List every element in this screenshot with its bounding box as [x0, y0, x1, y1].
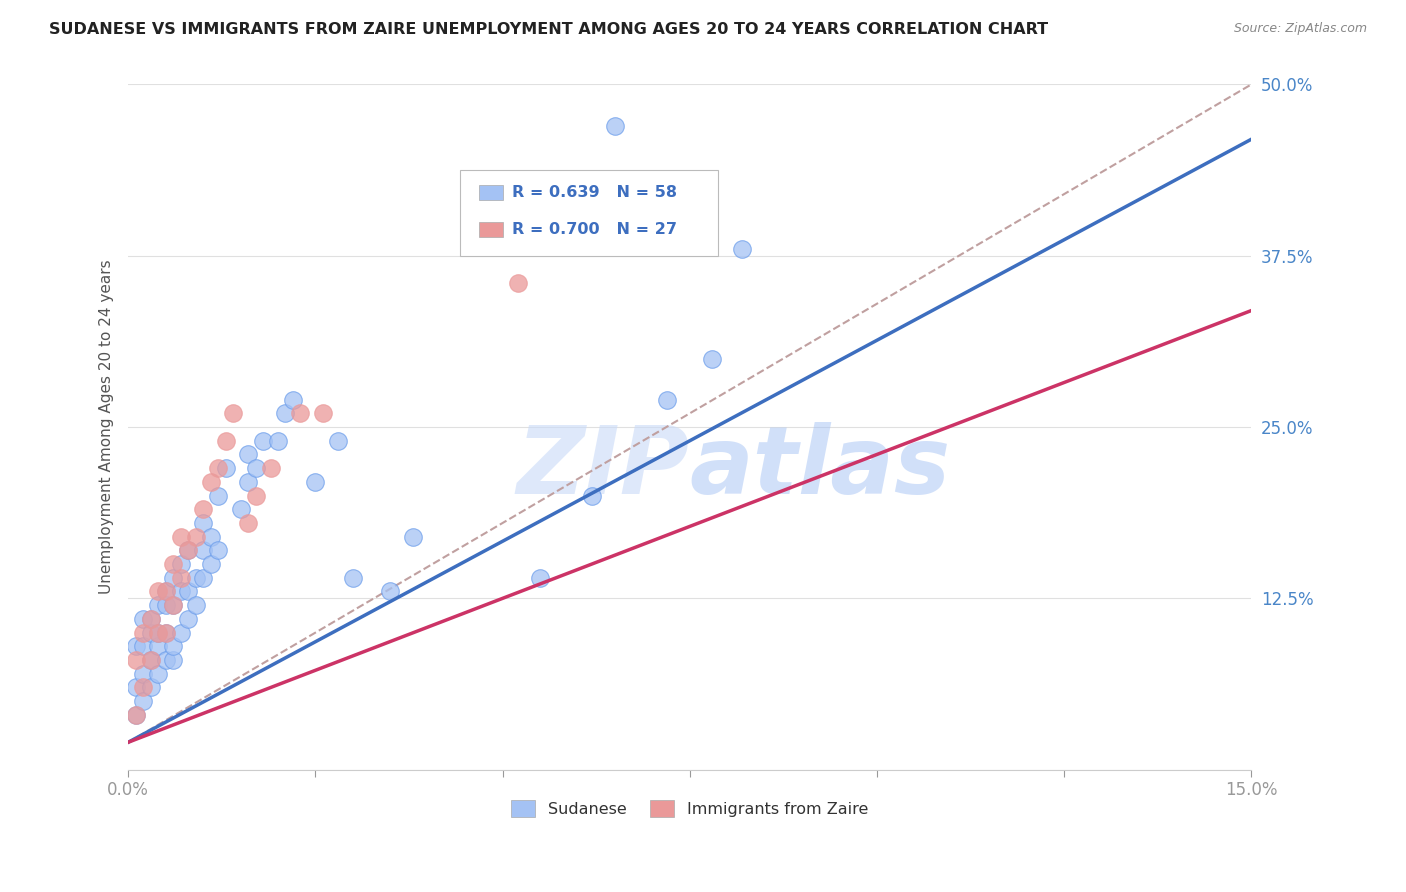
Point: [312, 406, 335, 420]
Point: [148, 625, 170, 640]
FancyBboxPatch shape: [460, 170, 718, 256]
Point: [657, 392, 679, 407]
Point: [162, 653, 184, 667]
Point: [139, 681, 162, 695]
Point: [132, 640, 155, 654]
Point: [162, 640, 184, 654]
Point: [342, 571, 364, 585]
Point: [402, 530, 425, 544]
Point: [290, 406, 312, 420]
Point: [169, 530, 191, 544]
Bar: [478, 186, 503, 200]
Point: [214, 434, 236, 448]
Point: [236, 516, 259, 530]
Point: [177, 612, 200, 626]
Point: [380, 584, 402, 599]
Point: [259, 461, 281, 475]
Point: [125, 707, 148, 722]
Point: [169, 571, 191, 585]
Point: [155, 584, 177, 599]
Y-axis label: Unemployment Among Ages 20 to 24 years: Unemployment Among Ages 20 to 24 years: [100, 260, 114, 594]
Point: [125, 640, 148, 654]
Point: [155, 625, 177, 640]
Point: [184, 571, 207, 585]
Point: [125, 681, 148, 695]
Point: [155, 653, 177, 667]
Point: [139, 612, 162, 626]
Point: [267, 434, 290, 448]
Point: [148, 625, 170, 640]
Text: Source: ZipAtlas.com: Source: ZipAtlas.com: [1233, 22, 1367, 36]
Point: [162, 598, 184, 612]
Point: [162, 557, 184, 571]
Point: [214, 461, 236, 475]
Bar: [478, 222, 503, 237]
Point: [245, 489, 267, 503]
Point: [245, 461, 267, 475]
Legend: Sudanese, Immigrants from Zaire: Sudanese, Immigrants from Zaire: [505, 794, 875, 823]
Point: [177, 584, 200, 599]
Point: [326, 434, 349, 448]
Point: [155, 584, 177, 599]
Point: [702, 351, 724, 366]
Point: [169, 625, 191, 640]
Point: [148, 640, 170, 654]
Text: ZIP: ZIP: [517, 422, 690, 514]
Point: [603, 119, 626, 133]
Text: SUDANESE VS IMMIGRANTS FROM ZAIRE UNEMPLOYMENT AMONG AGES 20 TO 24 YEARS CORRELA: SUDANESE VS IMMIGRANTS FROM ZAIRE UNEMPL…: [49, 22, 1049, 37]
Point: [207, 543, 229, 558]
Point: [229, 502, 252, 516]
Point: [169, 557, 191, 571]
Point: [177, 543, 200, 558]
Point: [139, 653, 162, 667]
Point: [169, 584, 191, 599]
Point: [252, 434, 274, 448]
Point: [304, 475, 326, 489]
Point: [191, 543, 214, 558]
Point: [139, 625, 162, 640]
Point: [148, 598, 170, 612]
Point: [200, 475, 222, 489]
Point: [132, 612, 155, 626]
Point: [125, 653, 148, 667]
Point: [191, 502, 214, 516]
Point: [274, 406, 297, 420]
Point: [581, 489, 603, 503]
Point: [162, 571, 184, 585]
Point: [148, 584, 170, 599]
Point: [177, 543, 200, 558]
Point: [207, 489, 229, 503]
Point: [184, 530, 207, 544]
Point: [506, 276, 529, 290]
Point: [529, 571, 551, 585]
Point: [200, 530, 222, 544]
Point: [132, 681, 155, 695]
Point: [731, 242, 754, 256]
Point: [236, 447, 259, 461]
Point: [155, 598, 177, 612]
Text: R = 0.639   N = 58: R = 0.639 N = 58: [512, 186, 678, 200]
Point: [236, 475, 259, 489]
Point: [125, 707, 148, 722]
Point: [281, 392, 304, 407]
Point: [222, 406, 245, 420]
Point: [132, 694, 155, 708]
Point: [200, 557, 222, 571]
Point: [155, 625, 177, 640]
Text: atlas: atlas: [690, 422, 950, 514]
Point: [184, 598, 207, 612]
Point: [207, 461, 229, 475]
Point: [191, 571, 214, 585]
Point: [139, 612, 162, 626]
Text: R = 0.700   N = 27: R = 0.700 N = 27: [512, 222, 678, 237]
Point: [162, 598, 184, 612]
Point: [132, 666, 155, 681]
Point: [191, 516, 214, 530]
Point: [148, 666, 170, 681]
Point: [132, 625, 155, 640]
Point: [139, 653, 162, 667]
